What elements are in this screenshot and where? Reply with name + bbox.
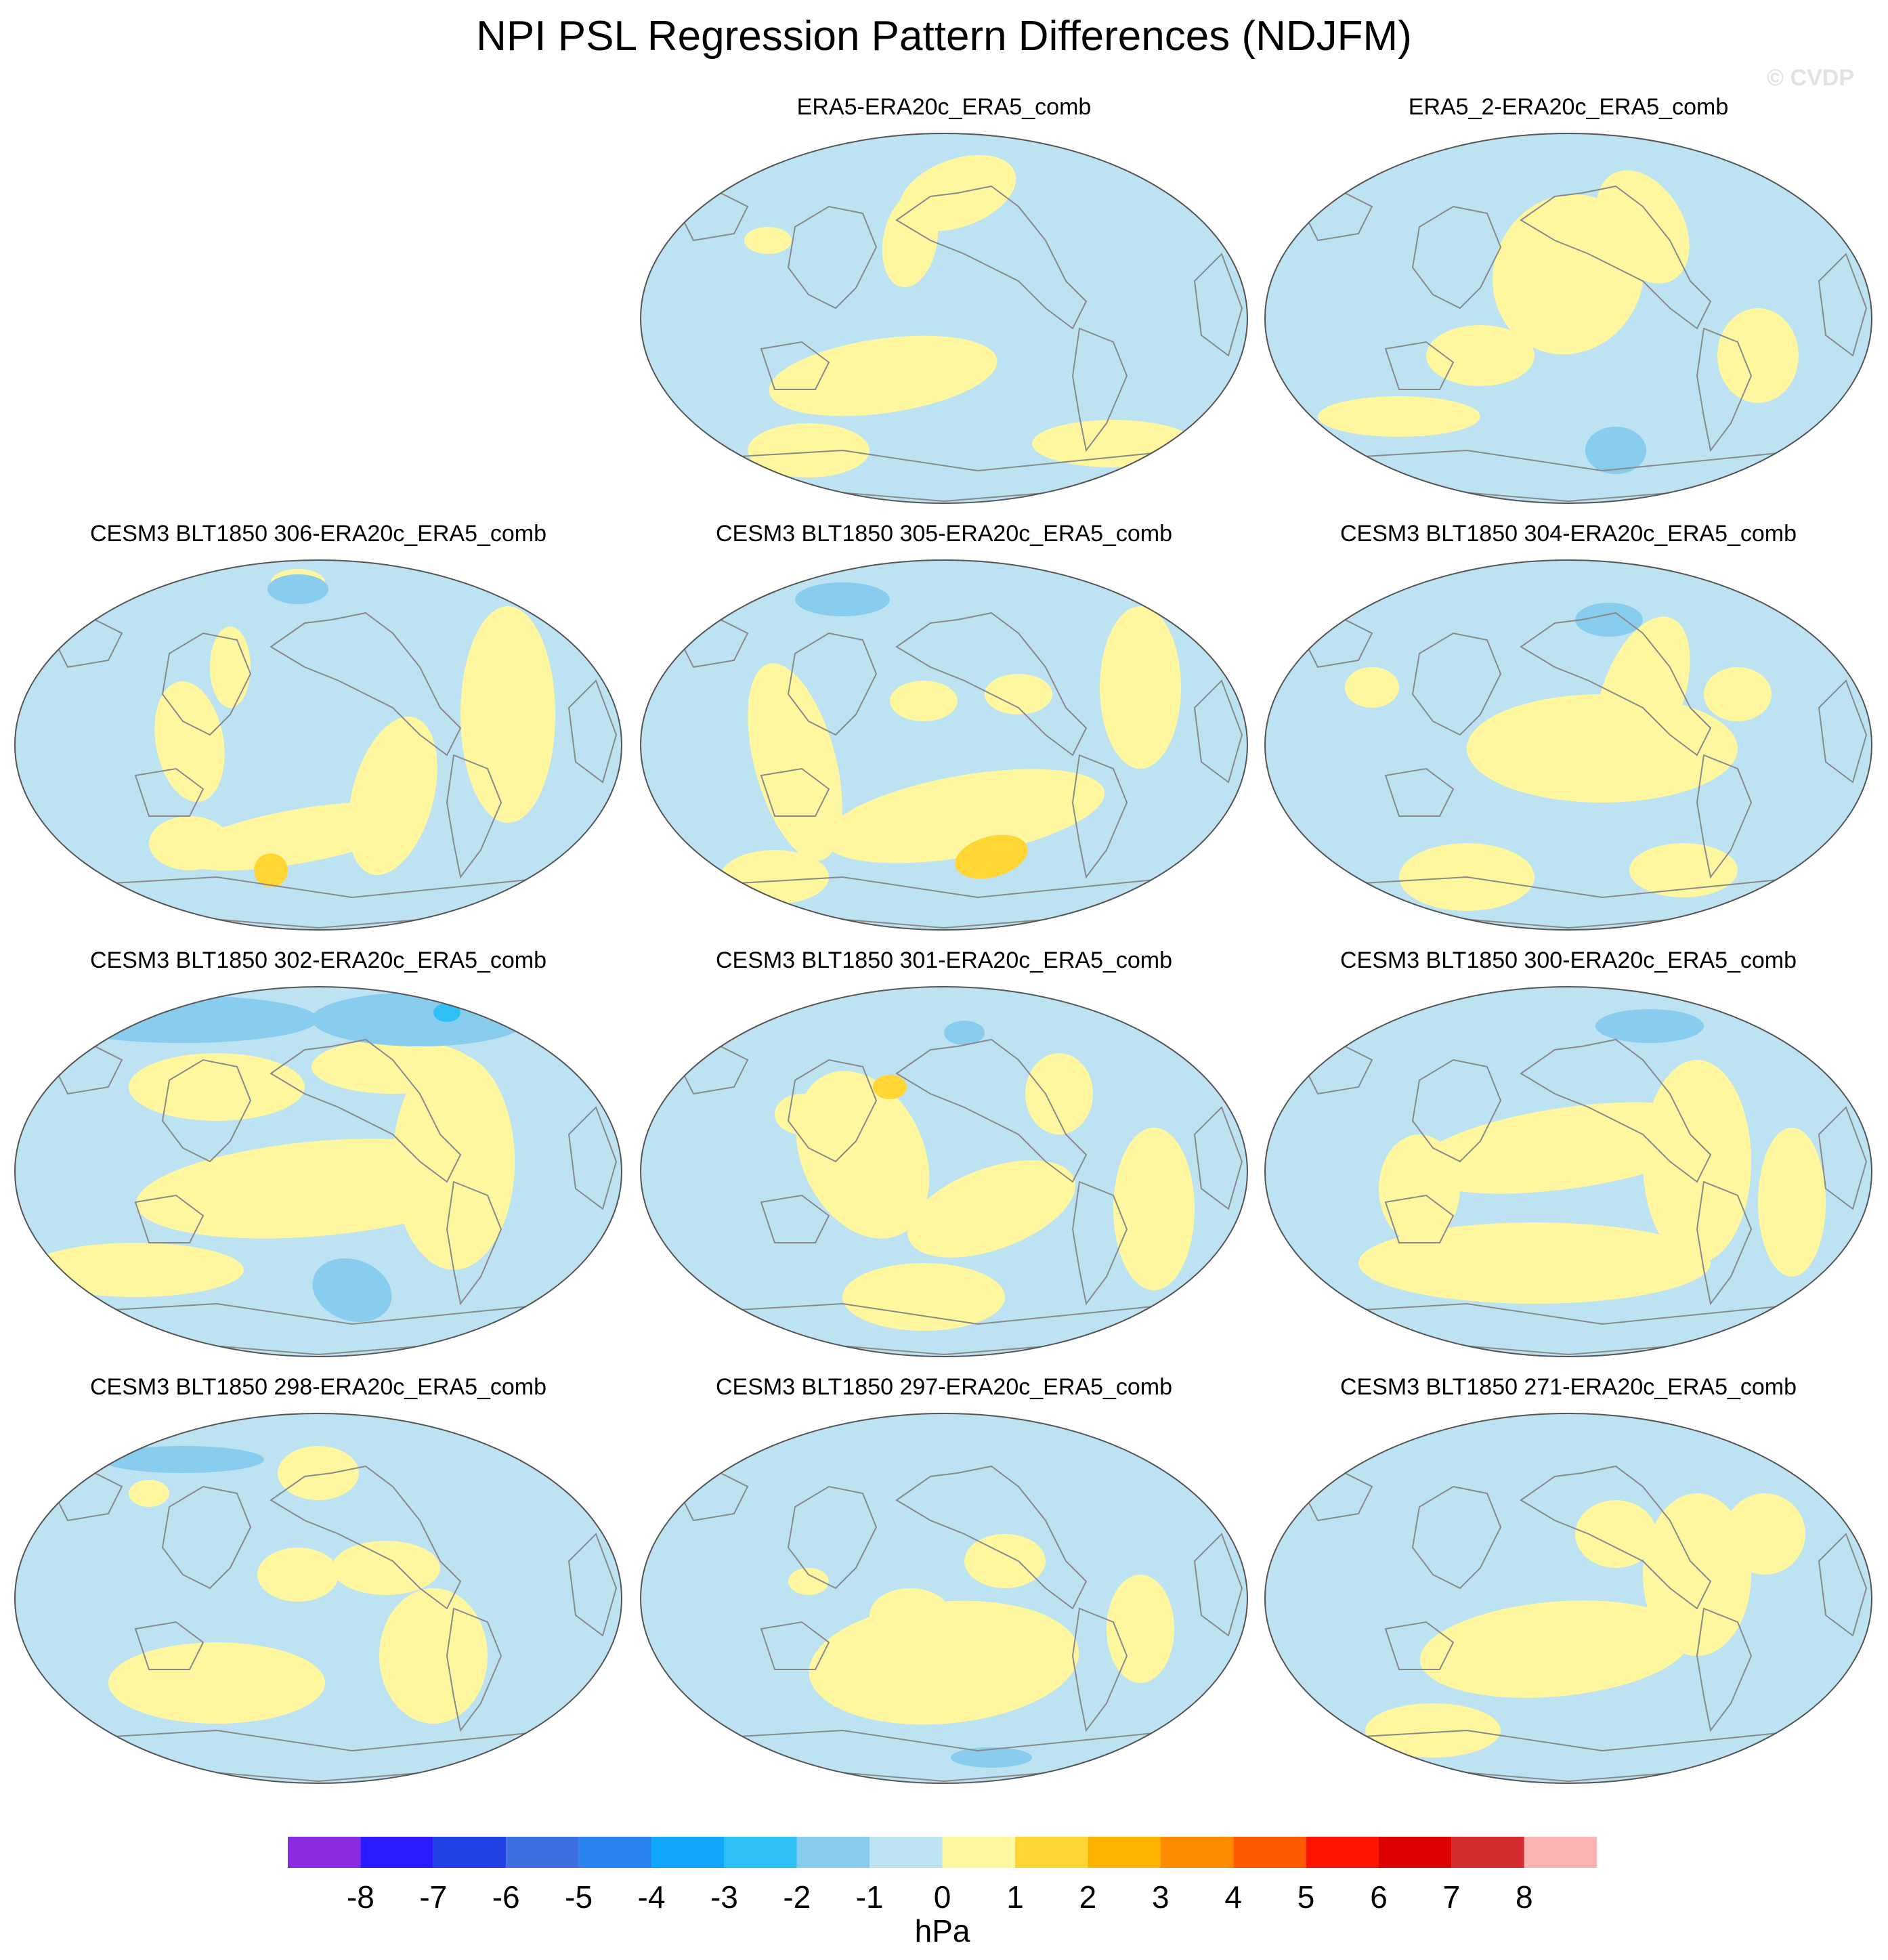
map-panel [1264, 133, 1872, 504]
colorbar-swatch [1233, 1837, 1306, 1868]
colorbar-tick-label: 4 [1224, 1879, 1242, 1915]
colorbar-tick-label: 0 [933, 1879, 951, 1915]
colorbar-tick-label: 8 [1516, 1879, 1533, 1915]
colorbar-swatch [288, 1837, 361, 1868]
map-panel [1264, 1413, 1872, 1784]
cvdp-watermark: © CVDP [1767, 65, 1854, 91]
panel-title: CESM3 BLT1850 305-ERA20c_ERA5_comb [715, 521, 1173, 547]
colorbar-tick-label: -7 [419, 1879, 448, 1915]
colorbar-tick-label: 2 [1079, 1879, 1097, 1915]
panel-title: CESM3 BLT1850 297-ERA20c_ERA5_comb [715, 1374, 1173, 1400]
map-panel [1264, 986, 1872, 1357]
colorbar-tick-label: -1 [855, 1879, 884, 1915]
map-panel [14, 1413, 622, 1784]
colorbar-swatch [1451, 1837, 1524, 1868]
colorbar-tick-label: -2 [783, 1879, 811, 1915]
map-panel [640, 1413, 1248, 1784]
colorbar-tick-label: 3 [1152, 1879, 1170, 1915]
map-panel [640, 559, 1248, 931]
panel-title: CESM3 BLT1850 304-ERA20c_ERA5_comb [1339, 521, 1797, 547]
panel-title: CESM3 BLT1850 302-ERA20c_ERA5_comb [89, 947, 547, 973]
colorbar-swatch [724, 1837, 797, 1868]
map-panel [640, 133, 1248, 504]
colorbar-swatch [1379, 1837, 1452, 1868]
map-panel [640, 986, 1248, 1357]
map-panel [14, 559, 622, 931]
colorbar-swatch [651, 1837, 725, 1868]
colorbar-tick-label: -6 [492, 1879, 520, 1915]
map-panel [14, 986, 622, 1357]
panel-title: ERA5-ERA20c_ERA5_comb [796, 94, 1092, 120]
colorbar-unit: hPa [914, 1913, 970, 1948]
map-panel [1264, 559, 1872, 931]
colorbar-swatch [1524, 1837, 1597, 1868]
panel-title: CESM3 BLT1850 306-ERA20c_ERA5_comb [89, 521, 547, 547]
colorbar-swatch [1160, 1837, 1234, 1868]
colorbar-tick-label: 7 [1442, 1879, 1461, 1915]
figure-title: NPI PSL Regression Pattern Differences (… [476, 13, 1412, 60]
colorbar-swatch [1088, 1837, 1161, 1868]
colorbar-swatch [506, 1837, 579, 1868]
colorbar-swatch [360, 1837, 433, 1868]
colorbar-swatch [870, 1837, 943, 1868]
colorbar-tick-label: -8 [346, 1879, 374, 1915]
colorbar-swatch [942, 1837, 1015, 1868]
panel-title: CESM3 BLT1850 300-ERA20c_ERA5_comb [1339, 947, 1797, 973]
colorbar-tick-label: -3 [710, 1879, 738, 1915]
colorbar-swatch [1015, 1837, 1088, 1868]
panel-title: CESM3 BLT1850 301-ERA20c_ERA5_comb [715, 947, 1173, 973]
colorbar-swatch [578, 1837, 651, 1868]
colorbar-tick-label: -5 [565, 1879, 593, 1915]
colorbar-tick-label: 1 [1006, 1879, 1024, 1915]
colorbar-swatches [288, 1837, 1597, 1868]
colorbar-tick-label: 5 [1297, 1879, 1315, 1915]
colorbar-swatch [1306, 1837, 1379, 1868]
panel-title: CESM3 BLT1850 271-ERA20c_ERA5_comb [1339, 1374, 1797, 1400]
colorbar-swatch [433, 1837, 507, 1868]
panel-title: CESM3 BLT1850 298-ERA20c_ERA5_comb [89, 1374, 547, 1400]
colorbar-tick-label: 6 [1370, 1879, 1388, 1915]
colorbar-swatch [796, 1837, 870, 1868]
colorbar-tick-label: -4 [637, 1879, 666, 1915]
panel-title: ERA5_2-ERA20c_ERA5_comb [1408, 94, 1729, 120]
